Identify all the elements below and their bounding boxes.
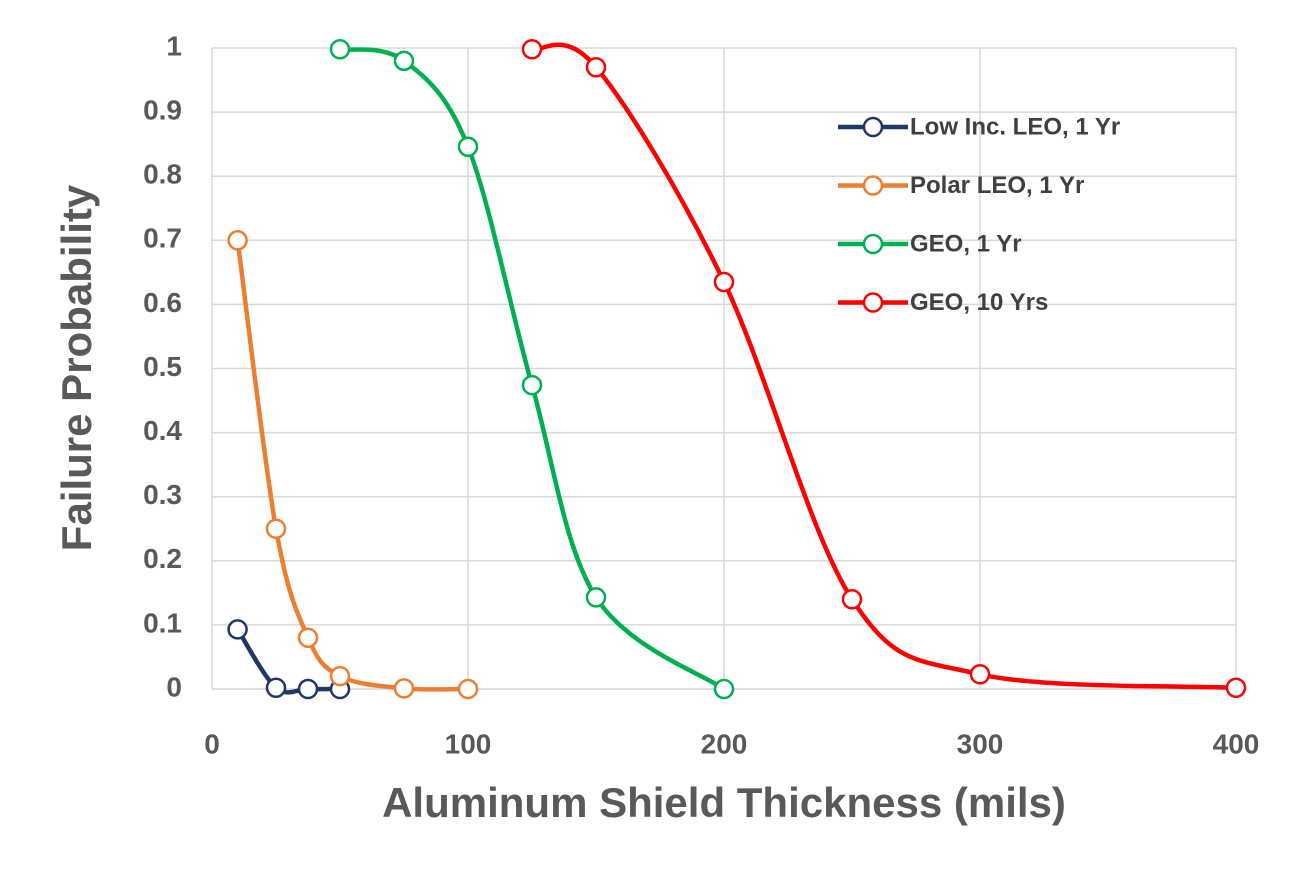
data-point (585, 56, 607, 78)
y-tick-label: 0.9 (143, 94, 182, 125)
data-point (297, 627, 319, 648)
y-tick-label: 0.6 (143, 287, 182, 318)
legend-marker (862, 175, 884, 196)
data-point (841, 589, 863, 610)
data-point (713, 678, 735, 700)
data-point (457, 136, 479, 157)
data-point (329, 665, 351, 687)
legend-label: GEO, 1 Yr (910, 230, 1022, 257)
legend-marker (862, 116, 884, 138)
legend-marker (862, 233, 884, 255)
y-axis-title: Failure Probability (53, 184, 100, 551)
y-tick-label: 1 (166, 30, 182, 61)
data-point (265, 518, 287, 539)
data-point (227, 619, 248, 640)
y-tick-label: 0 (166, 671, 182, 702)
data-point (969, 664, 991, 685)
data-point (1225, 677, 1247, 698)
data-point (585, 587, 607, 608)
data-point (457, 678, 479, 700)
y-tick-label: 0.2 (143, 543, 182, 574)
x-tick-label: 0 (204, 728, 220, 759)
legend-label: Polar LEO, 1 Yr (910, 172, 1084, 199)
data-point (393, 678, 415, 699)
data-point (329, 39, 351, 60)
series-line (235, 628, 341, 695)
y-tick-label: 0.4 (143, 415, 182, 446)
x-tick-label: 100 (445, 728, 492, 759)
data-point (713, 271, 735, 293)
legend-label: GEO, 10 Yrs (910, 289, 1048, 316)
data-point (265, 677, 287, 698)
x-tick-label: 200 (701, 728, 748, 759)
data-point (297, 678, 319, 700)
y-tick-label: 0.8 (143, 159, 182, 190)
y-tick-label: 0.3 (143, 479, 182, 510)
x-tick-label: 300 (957, 728, 1004, 759)
y-tick-label: 0.1 (143, 607, 182, 638)
data-point (227, 230, 248, 251)
y-tick-label: 0.7 (143, 223, 182, 254)
legend-marker (862, 292, 884, 313)
series-line (235, 240, 469, 692)
legend-label: Low Inc. LEO, 1 Yr (910, 113, 1120, 140)
x-axis-title: Aluminum Shield Thickness (mils) (382, 779, 1066, 826)
series-line (531, 42, 1237, 690)
data-point (521, 39, 543, 60)
data-point (521, 374, 543, 396)
x-tick-label: 400 (1213, 728, 1260, 759)
data-point (393, 50, 415, 72)
y-tick-label: 0.5 (143, 351, 182, 382)
